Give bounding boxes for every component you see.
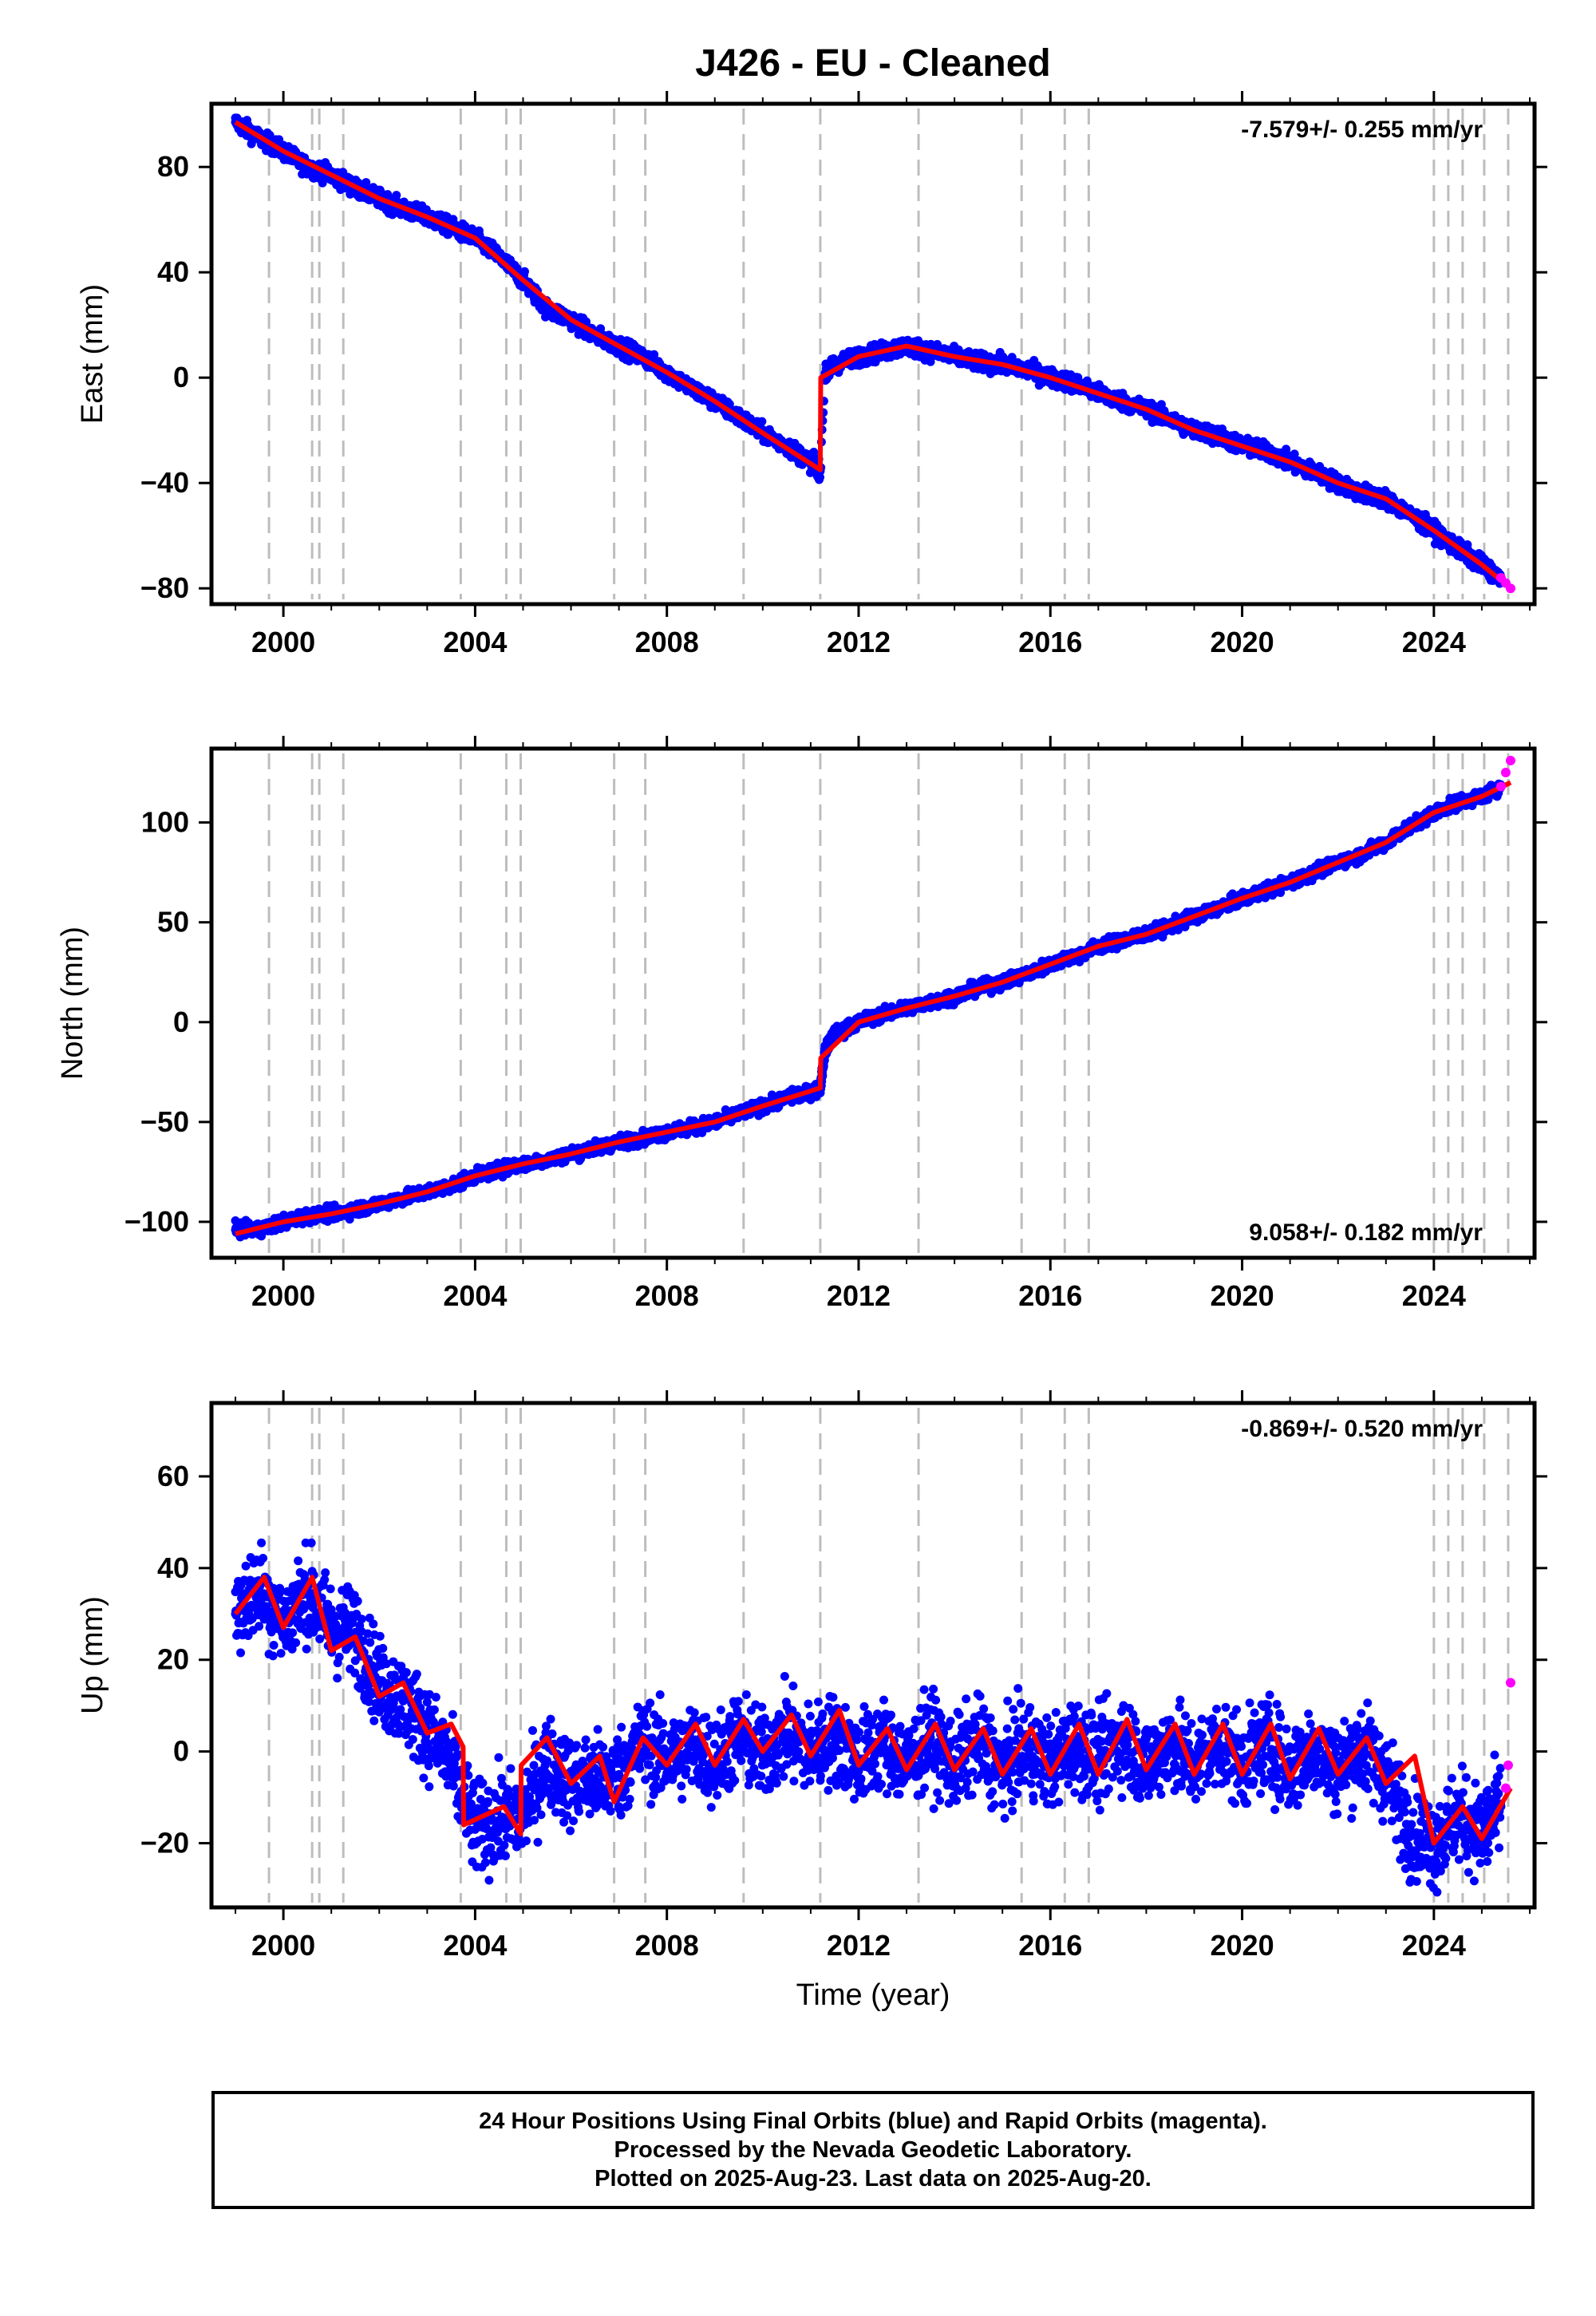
y-tick-label: 40 [157, 255, 189, 288]
final-orbit-point [543, 304, 552, 314]
model-line [234, 120, 1512, 591]
y-tick-label: 0 [173, 361, 189, 393]
x-tick-label: 2020 [1211, 626, 1274, 658]
x-tick-label: 2000 [251, 626, 315, 658]
chart-title: J426 - EU - Cleaned [695, 42, 1051, 85]
final-orbit-point [757, 417, 767, 426]
y-tick-label: 80 [157, 150, 189, 183]
y-axis-label: East (mm) [76, 284, 109, 424]
final-orbit-point [383, 190, 393, 200]
final-orbit-point [816, 472, 825, 482]
x-tick-label: 2004 [443, 626, 507, 658]
x-tick-label: 2024 [1402, 626, 1466, 658]
rapid-orbit-point [1505, 583, 1515, 594]
rate-label: -7.579+/- 0.255 mm/yr [1241, 117, 1483, 143]
x-tick-label: 2016 [1018, 626, 1082, 658]
final-orbit-point [265, 130, 275, 140]
final-orbit-points [231, 113, 1506, 588]
x-tick-label: 2012 [827, 626, 891, 658]
y-tick-label: −80 [140, 571, 189, 604]
panel-2: 2000 2004 2008 2012 2016 2020 2024−100−5005010… [56, 736, 1547, 1312]
panel-1: 2000 2004 2008 2012 2016 2020 2024 −80 −40 0 40 80 E… [76, 91, 1547, 658]
final-orbit-points [231, 779, 1506, 1242]
final-orbit-point [650, 350, 659, 359]
x-tick-label: 2008 [635, 626, 699, 658]
final-orbit-point [361, 178, 371, 188]
final-orbit-point [519, 267, 529, 276]
y-tick-label: −40 [140, 466, 189, 499]
final-orbit-point [392, 191, 401, 200]
